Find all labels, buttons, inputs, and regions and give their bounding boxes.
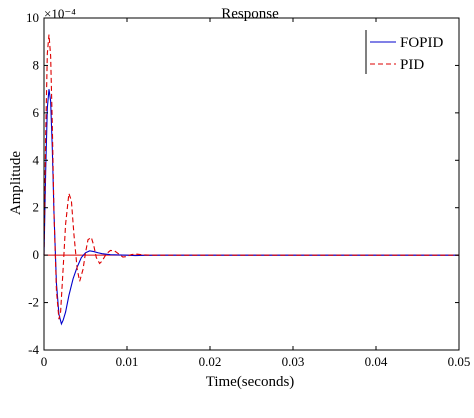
legend-label-pid: PID <box>400 57 424 73</box>
y-tick-label: -2 <box>28 295 39 310</box>
y-tick-label: 0 <box>33 247 40 262</box>
y-tick-label: 10 <box>26 10 39 25</box>
x-tick-label: 0.05 <box>448 354 471 369</box>
series-line-fopid <box>43 89 459 326</box>
y-tick-label: -4 <box>28 342 39 357</box>
legend-label-fopid: FOPID <box>400 35 444 51</box>
x-axis-title: Time(seconds) <box>206 374 295 390</box>
y-axis-multiplier: ×10⁻⁴ <box>44 6 76 21</box>
x-tick-label: 0.04 <box>365 354 388 369</box>
y-tick-label: 4 <box>33 152 40 167</box>
axes-box <box>43 17 460 351</box>
series-line-pid <box>43 34 459 320</box>
chart-title: Response <box>221 6 279 22</box>
y-tick-label: 8 <box>33 57 40 72</box>
x-tick-label: 0 <box>41 354 48 369</box>
y-axis-title: Amplitude <box>8 151 24 216</box>
x-tick-label: 0.03 <box>282 354 305 369</box>
x-tick-label: 0.02 <box>199 354 222 369</box>
y-tick-label: 2 <box>33 200 40 215</box>
legend-box <box>366 30 454 74</box>
x-tick-label: 0.01 <box>116 354 139 369</box>
y-tick-label: 6 <box>33 105 40 120</box>
